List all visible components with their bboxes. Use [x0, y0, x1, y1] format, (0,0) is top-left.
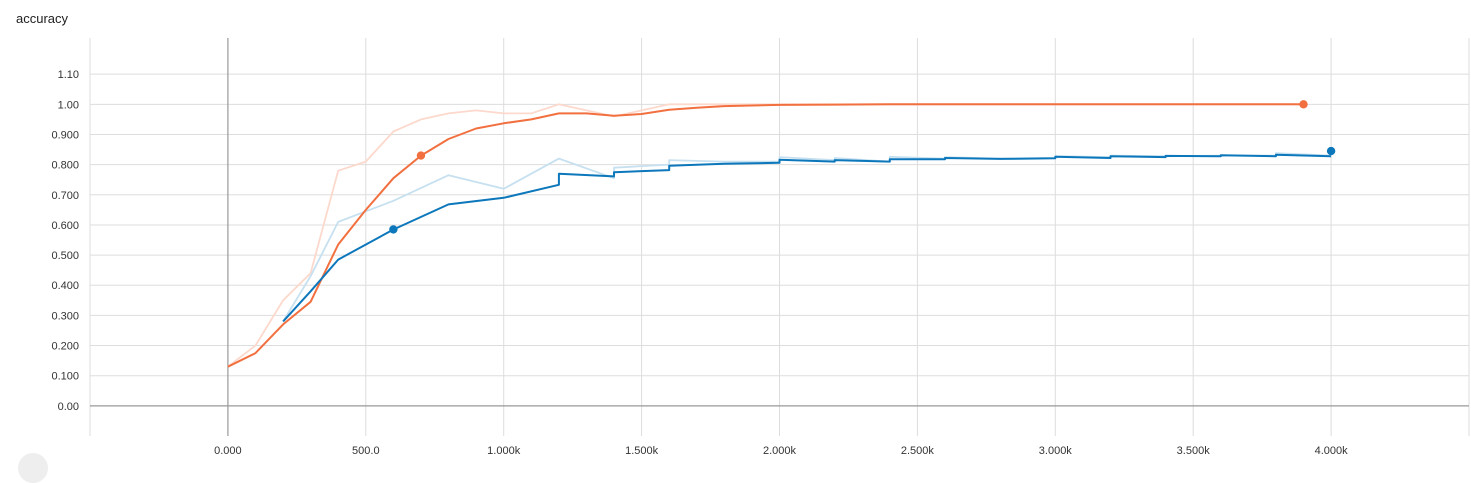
x-tick-label: 500.0 — [352, 445, 380, 457]
chart-title: accuracy — [16, 11, 69, 26]
series-0-marker — [416, 151, 426, 160]
accuracy-chart[interactable]: 0.000 500.0 1.000k 1.500k 2.000k 2.500k 3.000k… — [0, 0, 1471, 463]
series-1-smoothed-line — [282, 153, 1332, 323]
y-tick-label: 0.800 — [51, 160, 79, 172]
series-1-raw-line — [282, 152, 1332, 322]
series-0-marker — [1299, 100, 1308, 109]
x-tick-label: 1.000k — [487, 445, 521, 457]
y-tick-labels: 0.00 0.100 0.200 0.300 0.400 0.500 0.600 0.700 0… — [51, 69, 79, 413]
y-tick-label: 0.500 — [51, 250, 79, 262]
y-tick-label: 0.400 — [51, 280, 79, 292]
y-tick-label: 0.200 — [51, 341, 79, 353]
y-tick-label: 0.00 — [58, 401, 79, 413]
axes — [90, 38, 1469, 436]
y-tick-label: 0.700 — [51, 190, 79, 202]
x-tick-label: 1.500k — [625, 445, 659, 457]
series-0-raw-line — [227, 103, 1304, 368]
corner-button[interactable] — [18, 453, 48, 483]
series-1-marker — [1326, 146, 1336, 156]
y-tick-label: 0.900 — [51, 129, 79, 141]
grid — [89, 38, 1470, 436]
x-tick-labels: 0.000 500.0 1.000k 1.500k 2.000k 2.500k 3.000k… — [214, 445, 1348, 457]
y-tick-label: 1.10 — [58, 69, 79, 81]
series-0-smoothed-line — [227, 103, 1304, 368]
y-tick-label: 0.100 — [51, 371, 79, 383]
y-tick-label: 1.00 — [58, 99, 79, 111]
y-tick-label: 0.600 — [51, 220, 79, 232]
y-tick-label: 0.300 — [51, 310, 79, 322]
series-1-marker — [389, 225, 398, 234]
x-tick-label: 4.000k — [1315, 445, 1349, 457]
x-tick-label: 3.500k — [1177, 445, 1211, 457]
x-tick-label: 0.000 — [214, 445, 242, 457]
x-tick-label: 2.000k — [763, 445, 797, 457]
x-tick-label: 2.500k — [901, 445, 935, 457]
x-tick-label: 3.000k — [1039, 445, 1073, 457]
series — [227, 100, 1336, 368]
